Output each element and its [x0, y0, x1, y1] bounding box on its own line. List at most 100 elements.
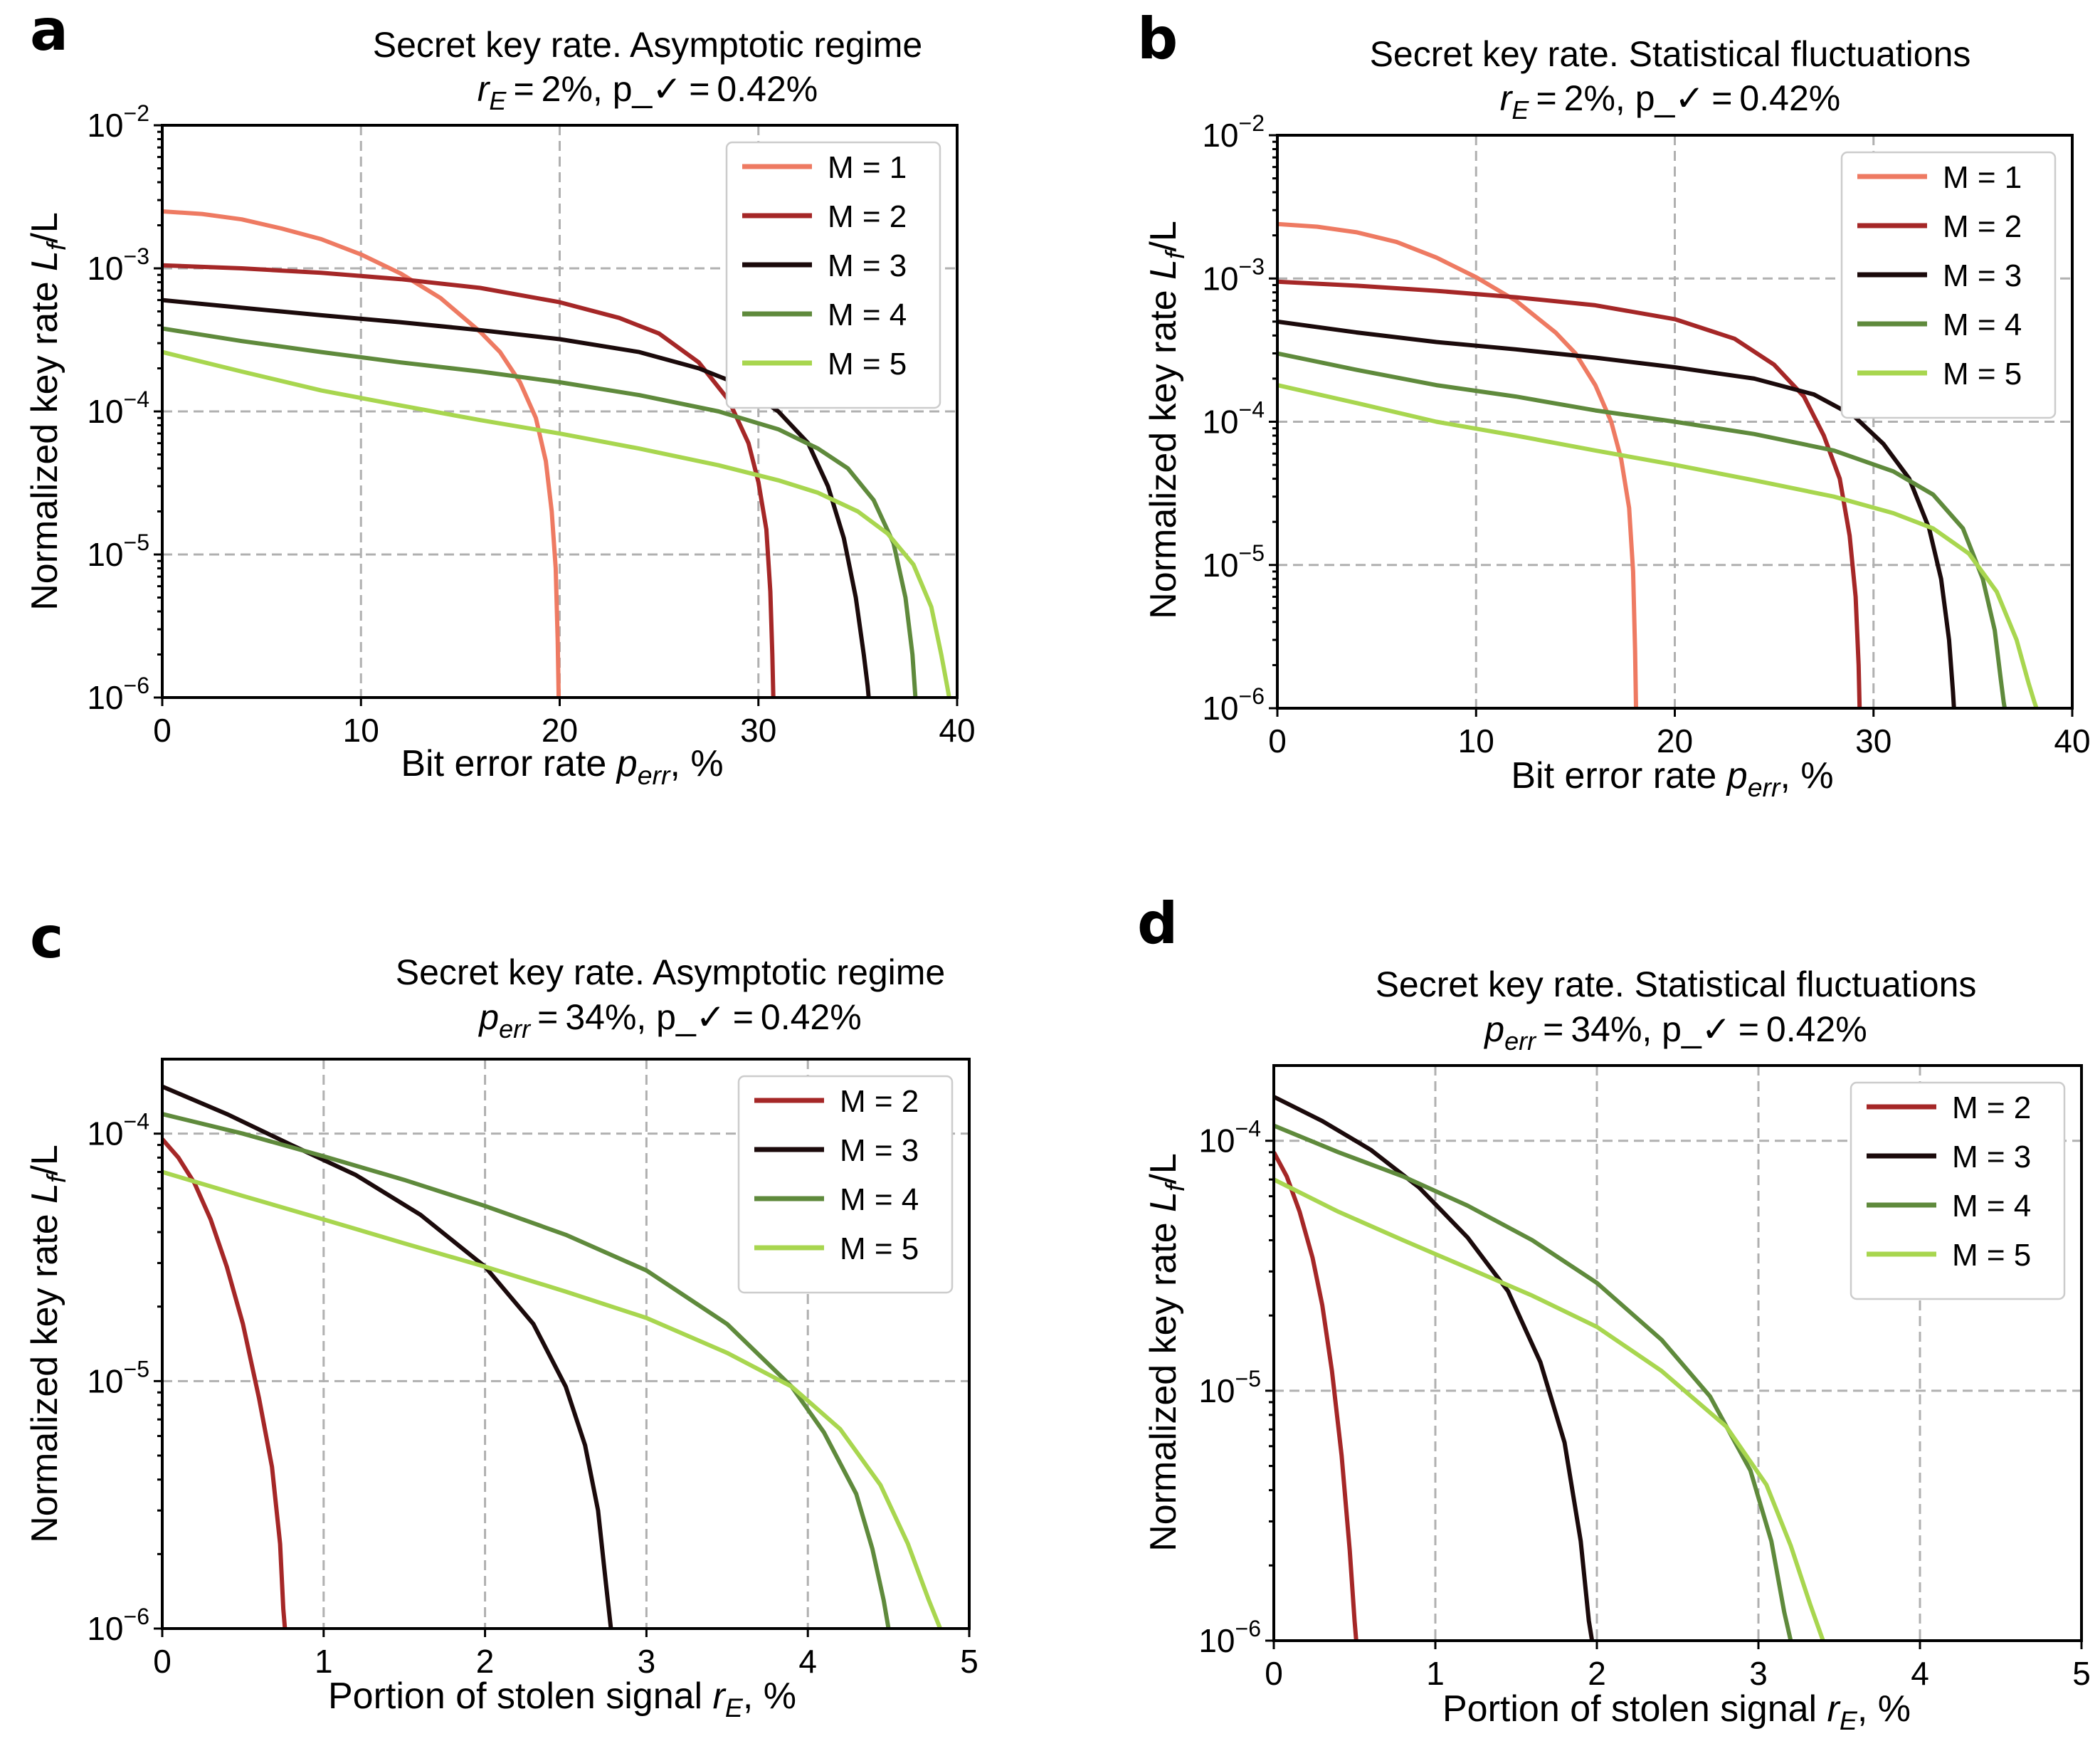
- legend: M = 1 M = 2 M = 3 M = 4 M = 5: [1840, 151, 2057, 419]
- x-tick-label: 20: [542, 712, 578, 749]
- y-tick-label: 10−5: [1198, 1366, 1261, 1409]
- chart-subtitle: rE = 2%, p_✓ = 0.42%: [477, 69, 818, 115]
- series-line-m3: [162, 1084, 613, 1629]
- y-tick-label: 10−2: [87, 100, 149, 144]
- series-line-m5: [162, 349, 951, 698]
- y-axis-label: Normalized key rate Lf/L: [24, 1145, 71, 1543]
- x-tick-label: 0: [1268, 722, 1287, 759]
- y-axis-label: Normalized key rate Lf/L: [24, 212, 71, 611]
- x-tick-label: 40: [939, 712, 975, 749]
- series-line-m4: [162, 1112, 891, 1629]
- y-tick-label: 10−5: [87, 530, 149, 573]
- series-line-m3: [1274, 1095, 1595, 1641]
- legend: M = 2 M = 3 M = 4 M = 5: [737, 1075, 954, 1294]
- panel-letter: b: [1137, 6, 1178, 72]
- x-tick-label: 5: [2072, 1655, 2091, 1692]
- series-line-m5: [162, 1169, 942, 1629]
- y-axis-label: Normalized key rate Lf/L: [1143, 221, 1190, 619]
- legend-label: M = 4: [840, 1182, 919, 1217]
- legend-label: M = 3: [1943, 258, 2022, 293]
- legend-label: M = 2: [1943, 209, 2022, 244]
- legend-label: M = 5: [1943, 357, 2022, 391]
- chart-title: Secret key rate. Statistical fluctuation…: [1376, 964, 1977, 1004]
- y-axis-label: Normalized key rate Lf/L: [1143, 1153, 1190, 1552]
- chart-title: Secret key rate. Asymptotic regime: [396, 952, 946, 992]
- legend: M = 1 M = 2 M = 3 M = 4 M = 5: [725, 141, 941, 409]
- x-tick-label: 20: [1657, 722, 1693, 759]
- x-tick-label: 10: [343, 712, 379, 749]
- legend-label: M = 2: [1952, 1090, 2031, 1125]
- y-tick-label: 10−3: [1202, 253, 1265, 297]
- legend-label: M = 5: [840, 1231, 919, 1266]
- x-tick-label: 3: [638, 1643, 656, 1680]
- x-tick-label: 1: [1426, 1655, 1445, 1692]
- chart-title: Secret key rate. Asymptotic regime: [373, 25, 923, 65]
- chart-subtitle: perr = 34%, p_✓ = 0.42%: [1483, 1009, 1867, 1056]
- x-tick-label: 5: [960, 1643, 978, 1680]
- x-tick-label: 0: [153, 1643, 172, 1680]
- x-tick-label: 0: [153, 712, 172, 749]
- y-tick-label: 10−6: [87, 1604, 149, 1647]
- x-tick-label: 1: [315, 1643, 333, 1680]
- panel-c: c Secret key rate. Asymptotic regime perr …: [24, 905, 978, 1723]
- panel-b: b Secret key rate. Statistical fluctuatio…: [1137, 6, 2091, 802]
- panel-letter: d: [1137, 890, 1178, 957]
- legend: M = 2 M = 3 M = 4 M = 5: [1850, 1081, 2066, 1300]
- legend-label: M = 4: [828, 298, 907, 332]
- series-group: [1274, 1095, 1825, 1641]
- legend-box: [1840, 151, 2057, 419]
- x-tick-label: 30: [740, 712, 776, 749]
- y-tick-label: 10−5: [87, 1356, 149, 1399]
- legend-label: M = 3: [828, 248, 907, 283]
- legend-label: M = 5: [828, 347, 907, 382]
- legend-label: M = 1: [828, 150, 907, 185]
- series-line-m2: [1274, 1151, 1358, 1641]
- series-line-m2: [162, 263, 776, 698]
- chart-title: Secret key rate. Statistical fluctuation…: [1370, 34, 1971, 74]
- legend-label: M = 4: [1952, 1189, 2031, 1224]
- legend-box: [1850, 1081, 2066, 1300]
- x-axis-label: Portion of stolen signal rE, %: [1442, 1688, 1911, 1735]
- x-tick-label: 0: [1265, 1655, 1283, 1692]
- legend-label: M = 4: [1943, 307, 2022, 342]
- x-tick-label: 2: [476, 1643, 495, 1680]
- series-line-m5: [1274, 1177, 1825, 1641]
- series-line-m3: [1277, 319, 1956, 708]
- legend-label: M = 1: [1943, 160, 2022, 195]
- y-tick-label: 10−2: [1202, 110, 1265, 154]
- x-axis-label: Bit error rate perr, %: [1511, 755, 1833, 802]
- plot-frame: [1272, 1064, 2083, 1642]
- series-line-m4: [162, 326, 918, 698]
- x-axis-label: Bit error rate perr, %: [401, 743, 723, 790]
- legend-box: [725, 141, 941, 409]
- x-tick-label: 40: [2054, 722, 2090, 759]
- x-tick-label: 10: [1458, 722, 1494, 759]
- legend-label: M = 3: [1952, 1140, 2031, 1174]
- x-tick-label: 4: [1911, 1655, 1929, 1692]
- series-group: [162, 1084, 942, 1629]
- x-tick-label: 3: [1749, 1655, 1768, 1692]
- legend-label: M = 3: [840, 1133, 919, 1168]
- panel-letter: a: [30, 0, 68, 63]
- y-tick-label: 10−6: [1202, 683, 1265, 727]
- series-line-m2: [162, 1137, 287, 1629]
- y-tick-label: 10−3: [87, 243, 149, 287]
- x-tick-label: 30: [1855, 722, 1891, 759]
- series-line-m5: [1277, 383, 2039, 708]
- legend-label: M = 5: [1952, 1238, 2031, 1273]
- x-tick-label: 4: [798, 1643, 817, 1680]
- series-line-m4: [1274, 1123, 1793, 1641]
- chart-subtitle: perr = 34%, p_✓ = 0.42%: [477, 997, 861, 1043]
- x-tick-label: 2: [1588, 1655, 1606, 1692]
- panel-letter: c: [30, 905, 63, 971]
- y-tick-label: 10−4: [87, 1109, 149, 1152]
- chart-subtitle: rE = 2%, p_✓ = 0.42%: [1500, 78, 1840, 125]
- series-group: [1277, 221, 2039, 708]
- y-tick-label: 10−5: [1202, 540, 1265, 584]
- series-line-m1: [1277, 221, 1638, 708]
- y-tick-label: 10−4: [1198, 1116, 1261, 1159]
- x-axis-label: Portion of stolen signal rE, %: [328, 1676, 796, 1723]
- y-tick-label: 10−6: [87, 673, 149, 716]
- panel-d: d Secret key rate. Statistical fluctuatio…: [1137, 890, 2091, 1735]
